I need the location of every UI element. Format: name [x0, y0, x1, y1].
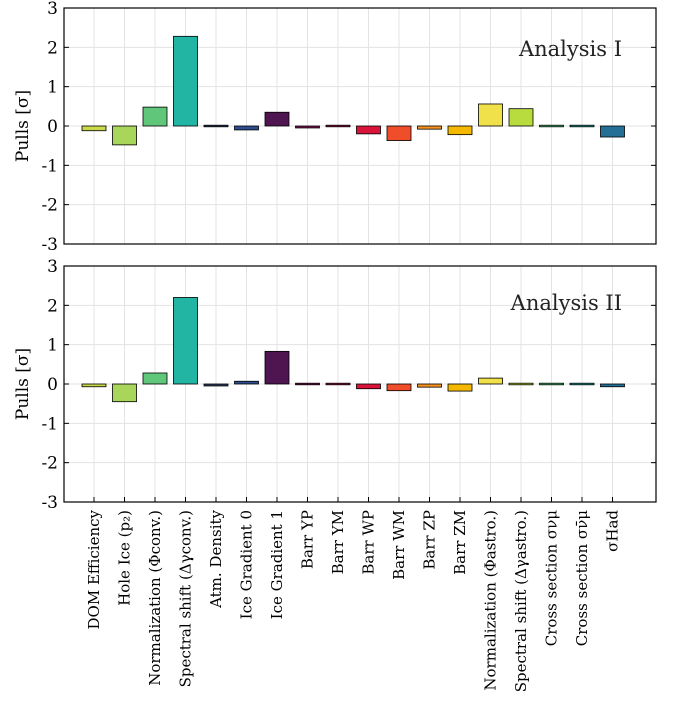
x-tick-label: Ice Gradient 1	[268, 510, 286, 619]
bar-2-10	[356, 383, 381, 390]
bar-1-5	[203, 124, 229, 128]
bar-2-4	[173, 297, 198, 385]
panel-title: Analysis I	[518, 37, 622, 61]
y-tick-label: 2	[47, 296, 58, 316]
y-tick-label: 1	[47, 78, 58, 98]
bar-2-3	[142, 372, 168, 385]
bar-2-13	[447, 383, 473, 392]
bar-2-8	[295, 382, 320, 386]
bar-1-7	[264, 111, 290, 127]
x-tick-label: Barr ZP	[421, 510, 439, 570]
bar-1-8	[295, 125, 320, 129]
bar-1-1	[81, 125, 107, 132]
x-tick-label: Barr YM	[329, 510, 347, 574]
bar-2-11	[386, 383, 412, 392]
bar-1-12	[417, 125, 442, 130]
x-tick-label: Barr ZM	[451, 510, 469, 575]
bar-2-12	[417, 383, 442, 388]
y-tick-label: 0	[47, 375, 58, 395]
y-tick-label: -1	[41, 156, 58, 176]
bar-2-14	[478, 377, 503, 385]
panel-2: 3 2 1 0 -1 -2 -3 Pulls [σ] Analysis II	[13, 257, 657, 513]
bar-1-13	[447, 125, 473, 136]
bar-1-10	[356, 125, 381, 135]
y-tick-label: 1	[47, 336, 58, 356]
bar-1-4	[173, 35, 198, 127]
x-tick-label: Normalization (Φconv.)	[146, 510, 164, 686]
bar-2-5	[203, 383, 229, 387]
y-tick-label: -2	[41, 196, 58, 216]
bar-1-15	[508, 108, 534, 127]
bar-1-11	[386, 125, 412, 141]
bar-2-1	[81, 383, 107, 388]
y-axis-title: Pulls [σ]	[13, 90, 33, 162]
x-tick-label: Atm. Density	[207, 509, 225, 608]
panel-title: Analysis II	[510, 291, 622, 315]
x-tick-label: Hole Ice (p₂)	[116, 510, 134, 606]
bar-1-18	[600, 125, 625, 138]
bar-2-15	[508, 382, 534, 386]
bar-2-17	[569, 382, 595, 386]
bar-2-9	[325, 382, 351, 386]
x-tick-label: Spectral shift (Δγconv.)	[177, 510, 195, 687]
y-axis-title: Pulls [σ]	[13, 348, 33, 420]
y-tick-label: 0	[47, 117, 58, 137]
bar-2-6	[234, 380, 259, 385]
x-tick-label: Spectral shift (Δγastro.)	[512, 510, 530, 692]
bar-1-16	[539, 124, 564, 128]
bar-1-6	[234, 125, 259, 131]
x-tick-label: Cross section σν̄μ	[573, 510, 591, 646]
x-tick-label: DOM Efficiency	[85, 509, 103, 629]
x-tick-label: Ice Gradient 0	[238, 510, 256, 619]
x-tick-label: Cross section σνμ	[543, 510, 561, 646]
bar-1-3	[142, 106, 168, 127]
bar-2-7	[264, 350, 290, 385]
bar-2-18	[600, 383, 625, 388]
bar-1-14	[478, 103, 503, 127]
panel-1: 3 2 1 0 -1 -2 -3 Pulls [σ] Analysis I	[13, 0, 657, 255]
x-tick-label: Barr YP	[299, 510, 317, 569]
y-tick-label: -3	[41, 493, 58, 513]
bar-2-16	[539, 382, 564, 386]
bar-2-2	[112, 383, 137, 403]
y-tick-label: -1	[41, 414, 58, 434]
x-tick-label: Barr WM	[390, 510, 408, 580]
y-tick-label: -2	[41, 454, 58, 474]
y-tick-label: -3	[41, 235, 58, 255]
y-tick-label: 3	[47, 257, 58, 277]
x-tick-label: Barr WP	[360, 510, 378, 575]
bar-1-9	[325, 124, 351, 128]
y-tick-label: 3	[47, 0, 58, 19]
bar-1-2	[112, 125, 137, 146]
x-tick-label: Normalization (Φastro.)	[482, 510, 500, 691]
y-tick-label: 2	[47, 38, 58, 58]
x-tick-label: σHad	[604, 510, 622, 552]
bar-1-17	[569, 124, 595, 128]
